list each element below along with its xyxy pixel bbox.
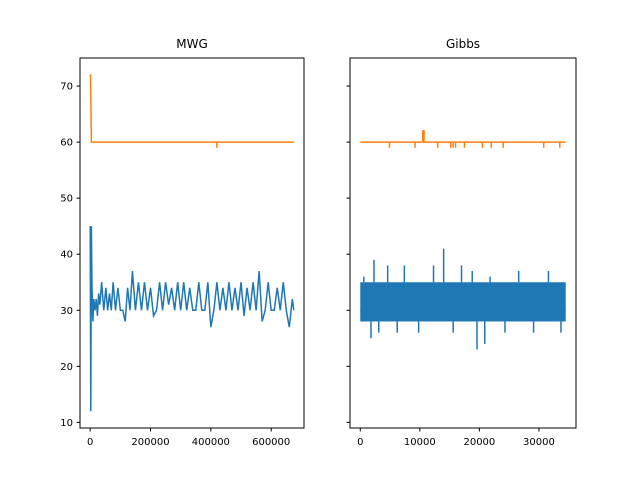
mwg-ytick-label: 40	[60, 250, 73, 261]
mwg-xtick-label: 600000	[252, 437, 290, 448]
mwg-series-0-line	[89, 74, 294, 148]
gibbs-title: Gibbs	[446, 37, 480, 51]
mwg-xtick-label: 0	[87, 437, 93, 448]
mwg-ytick-label: 30	[60, 306, 73, 317]
mwg-xtick-label: 400000	[192, 437, 230, 448]
mwg-ytick-label: 70	[60, 82, 73, 93]
gibbs-plot-area	[360, 130, 566, 350]
mwg-axes: MWG 0 200000 400000 600000 10 20 30 40 50 60 70	[60, 37, 305, 448]
gibbs-frame	[349, 57, 577, 429]
gibbs-series-1-band	[360, 282, 566, 322]
mwg-ytick-label: 10	[60, 418, 73, 429]
mwg-xtick-label: 200000	[131, 437, 169, 448]
mwg-plot-area	[89, 74, 295, 412]
mwg-ytick-label: 20	[60, 362, 73, 373]
gibbs-xtick-label: 30000	[523, 437, 555, 448]
mwg-frame	[79, 57, 305, 429]
mwg-series-1-line	[89, 226, 295, 412]
gibbs-xtick-label: 20000	[463, 437, 495, 448]
gibbs-axes: Gibbs 0 10000 20000 30000	[346, 37, 577, 448]
gibbs-xtick-label: 0	[357, 437, 363, 448]
gibbs-xtick-label: 10000	[404, 437, 436, 448]
mwg-title: MWG	[176, 37, 208, 51]
mwg-ytick-label: 50	[60, 194, 73, 205]
gibbs-series-0-line	[360, 130, 566, 148]
mwg-ytick-label: 60	[60, 138, 73, 149]
